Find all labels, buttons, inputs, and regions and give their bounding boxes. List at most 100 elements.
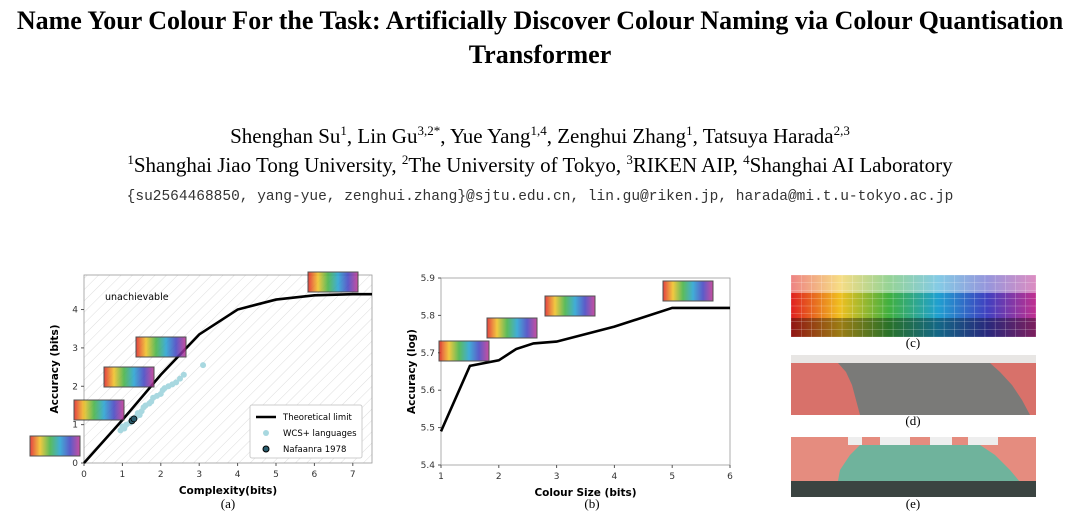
- author-affil-mark: 3,2*: [417, 123, 441, 138]
- x-tick-label: 0: [81, 470, 87, 480]
- panel-e-strip: [930, 437, 952, 445]
- affil-name: RIKEN AIP: [632, 153, 733, 177]
- thumbnail: [307, 271, 359, 293]
- author-name: Yue Yang: [449, 124, 531, 148]
- x-tick-label: 3: [554, 472, 560, 482]
- chart: 0 1 2 3 4 5 6 7 0 1 2 3 4 Complexity(bits) Accuracy (b…: [29, 271, 373, 511]
- author: Zenghui Zhang1: [557, 123, 703, 148]
- thumbnail: [29, 435, 81, 457]
- thumbnail: [544, 295, 596, 317]
- x-tick-label: 2: [496, 472, 502, 482]
- data-point: [200, 362, 207, 369]
- thumbnail: [73, 399, 125, 421]
- data-line: [83, 292, 372, 464]
- y-axis-label: Accuracy (bits): [49, 324, 61, 413]
- y-tick-label: 3: [72, 344, 78, 354]
- emails: {su2564468850, yang-yue, zenghui.zhang}@…: [126, 189, 954, 205]
- x-tick-label: 6: [727, 472, 733, 482]
- figure-caption: (b): [584, 496, 599, 511]
- legend-label: Nafaanra 1978: [283, 445, 346, 455]
- x-tick-label: 7: [350, 470, 356, 480]
- panel-e-strip: [880, 437, 910, 445]
- affil-mark: 3: [626, 152, 633, 167]
- legend-label: WCS+ languages: [283, 429, 357, 439]
- legend-label: Theoretical limit: [282, 413, 353, 423]
- panel-caption: (c): [906, 335, 920, 350]
- y-tick-label: 5.9: [421, 274, 436, 284]
- y-tick-label: 5.7: [421, 349, 435, 359]
- author-affil-mark: 2,3: [833, 123, 850, 138]
- plot-frame: [440, 277, 731, 466]
- legend-swatch: [263, 430, 269, 436]
- author: Tatsuya Harada2,3: [702, 123, 850, 148]
- x-tick-label: 4: [612, 472, 618, 482]
- x-tick-label: 6: [312, 470, 318, 480]
- thumbnail: [662, 280, 714, 302]
- y-tick-label: 5.4: [421, 461, 436, 471]
- affil-name: Shanghai AI Laboratory: [749, 153, 953, 177]
- panel-e-strip: [848, 437, 862, 445]
- panel-caption: (d): [905, 413, 920, 428]
- thumbnail: [486, 317, 538, 339]
- x-tick-label: 1: [120, 470, 126, 480]
- affil-mark: 2: [401, 152, 409, 167]
- data-point: [130, 415, 138, 423]
- author-name: Shenghan Su: [230, 124, 341, 148]
- data-point: [177, 375, 183, 382]
- author-affil-mark: 1: [686, 123, 693, 138]
- affil-name: The University of Tokyo: [408, 153, 616, 177]
- x-tick-label: 4: [235, 470, 241, 480]
- affil-mark: 1: [127, 152, 134, 167]
- data-point: [136, 412, 143, 419]
- x-tick-label: 5: [273, 470, 279, 480]
- y-axis-label: Accuracy (log): [406, 329, 418, 414]
- chart: 1 2 3 4 5 6 5.4 5.5 5.6 5.7 5.8 5.9 Colour Size (bit…: [406, 274, 733, 511]
- y-tick-label: 2: [72, 382, 78, 392]
- affil-name: Shanghai Jiao Tong University: [133, 153, 392, 177]
- panel-e-strip: [968, 437, 998, 445]
- panel-d-region: [791, 363, 860, 415]
- x-axis-label: Colour Size (bits): [534, 487, 636, 499]
- plot-frame: [83, 274, 373, 464]
- x-tick-label: 2: [158, 470, 164, 480]
- data-point: [119, 423, 126, 430]
- legend-box: [249, 404, 363, 459]
- y-tick-label: 5.6: [421, 386, 436, 396]
- thumbnail: [103, 366, 155, 388]
- legend-swatch: [262, 445, 270, 453]
- x-axis-label: Complexity(bits): [179, 485, 277, 497]
- y-tick-label: 5.8: [421, 311, 436, 321]
- author: Lin Gu3,2*: [357, 123, 450, 148]
- y-tick-label: 5.5: [421, 424, 435, 434]
- affil-mark: 4: [743, 152, 750, 167]
- y-tick-label: 1: [72, 421, 78, 431]
- y-tick-label: 0: [72, 459, 78, 469]
- paper-title: Name Your Colour For the Task: Artificia…: [16, 6, 1064, 69]
- affiliation: 2The University of Tokyo: [401, 152, 627, 177]
- x-tick-label: 1: [438, 472, 444, 482]
- data-line: [439, 306, 730, 432]
- panel-d-region: [990, 363, 1036, 415]
- thumbnail: [438, 340, 490, 362]
- affiliation: 1Shanghai Jiao Tong University: [127, 152, 402, 177]
- data-point: [180, 371, 187, 378]
- panel-caption: (e): [906, 496, 920, 511]
- author-name: Zenghui Zhang: [557, 124, 687, 148]
- author: Shenghan Su1: [230, 123, 357, 148]
- affiliation: 3RIKEN AIP: [626, 152, 743, 177]
- affiliation: 4Shanghai AI Laboratory: [743, 152, 953, 177]
- affiliation-list: 1Shanghai Jiao Tong University2The Unive…: [0, 152, 1080, 178]
- panel-e-region: [791, 481, 1036, 497]
- author-name: Tatsuya Harada: [702, 124, 834, 148]
- author-affil-mark: 1,4: [530, 123, 547, 138]
- thumbnail: [135, 336, 187, 358]
- annotation: unachievable: [105, 292, 169, 303]
- y-tick-label: 4: [72, 306, 78, 316]
- author-name: Lin Gu: [357, 124, 418, 148]
- author-list: Shenghan Su1Lin Gu3,2*Yue Yang1,4Zenghui…: [0, 123, 1080, 149]
- data-point: [173, 379, 180, 386]
- figure-caption: (a): [221, 496, 235, 511]
- author: Yue Yang1,4: [449, 123, 557, 148]
